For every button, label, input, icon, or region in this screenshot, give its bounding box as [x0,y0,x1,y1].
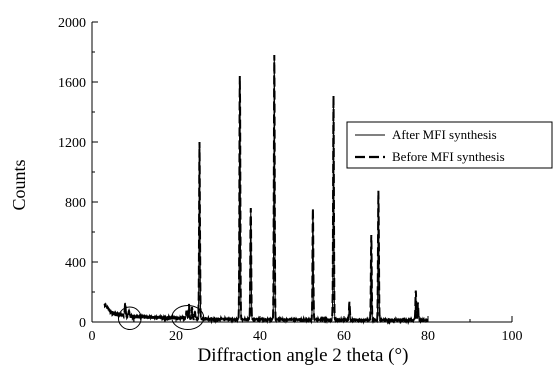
x-tick-label: 20 [169,329,183,344]
legend-label-after: After MFI synthesis [392,127,497,142]
x-tick-label: 80 [421,329,435,344]
series-line-before [103,54,429,326]
x-tick-label: 100 [502,329,523,344]
x-axis-title: Diffraction angle 2 theta (°) [198,345,409,365]
x-tick-label: 0 [89,329,96,344]
y-tick-label: 800 [65,196,86,211]
annotation-ellipse-1 [117,306,142,330]
x-tick-label: 40 [253,329,267,344]
legend: After MFI synthesis Before MFI synthesis [346,121,553,169]
legend-box [346,121,553,169]
y-tick-label: 400 [65,256,86,271]
y-tick-label: 1200 [58,136,86,151]
x-tick-label: 60 [337,329,351,344]
y-axis-title: Counts [9,159,29,210]
annotation-ellipse-2 [171,305,205,330]
y-tick-label: 0 [79,316,86,331]
plot-layer: 0 20 40 60 80 100 0 400 800 1200 1600 2000 [58,16,523,344]
y-tick-label: 2000 [58,16,86,31]
legend-label-before: Before MFI synthesis [392,149,505,164]
y-tick-label: 1600 [58,76,86,91]
